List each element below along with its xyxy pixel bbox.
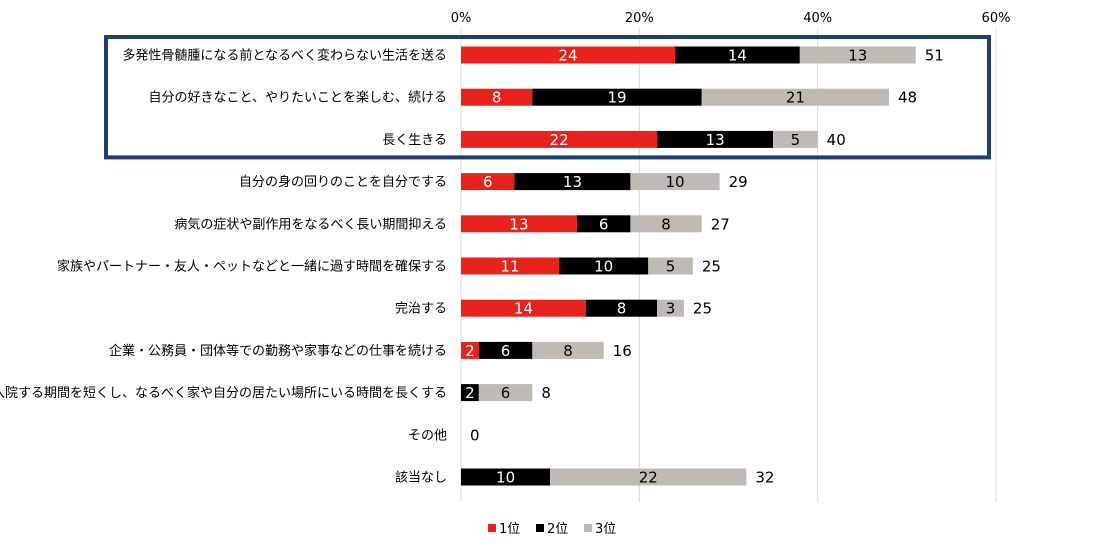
bar-segment bbox=[657, 299, 684, 317]
bar-segment bbox=[461, 88, 533, 106]
legend-label: 3位 bbox=[595, 522, 616, 537]
total-label: 32 bbox=[755, 469, 774, 487]
x-tick-label: 0% bbox=[451, 11, 472, 26]
data-label: 8 bbox=[617, 300, 627, 318]
total-label: 51 bbox=[925, 47, 944, 65]
data-label: 8 bbox=[563, 342, 573, 360]
data-label: 19 bbox=[607, 89, 626, 107]
bar-segment bbox=[478, 384, 533, 402]
data-label: 6 bbox=[599, 215, 609, 233]
category-label: 入院する期間を短くし、なるべく家や自分の居たい場所にいる時間を長くする bbox=[0, 385, 447, 401]
bar-segment bbox=[461, 257, 560, 275]
bar-segment bbox=[461, 384, 479, 402]
total-label: 16 bbox=[613, 342, 632, 360]
category-label: 長く生きる bbox=[382, 133, 447, 148]
legend-label: 1位 bbox=[499, 522, 520, 537]
total-label: 29 bbox=[729, 173, 748, 191]
data-label: 5 bbox=[791, 131, 801, 149]
category-label: 自分の身の回りのことを自分でする bbox=[239, 174, 447, 190]
data-label: 13 bbox=[848, 47, 867, 65]
data-label: 24 bbox=[558, 47, 577, 65]
bar-segment bbox=[576, 215, 631, 233]
total-label: 40 bbox=[827, 131, 846, 149]
bar-segment bbox=[461, 173, 515, 191]
data-label: 8 bbox=[661, 215, 671, 233]
data-label: 2 bbox=[465, 384, 475, 402]
data-label: 6 bbox=[501, 342, 511, 360]
bar-segment bbox=[514, 173, 631, 191]
category-label: 多発性骨髄腫になる前となるべく変わらない生活を送る bbox=[122, 48, 447, 64]
category-label: その他 bbox=[408, 428, 447, 443]
data-label: 6 bbox=[483, 173, 493, 191]
data-label: 8 bbox=[492, 89, 502, 107]
data-label: 13 bbox=[706, 131, 725, 149]
legend-swatch bbox=[584, 524, 592, 532]
bar-segment bbox=[532, 341, 604, 359]
data-label: 11 bbox=[500, 258, 519, 276]
highlight-box-frame bbox=[104, 35, 991, 160]
bar-segment bbox=[648, 257, 693, 275]
data-label: 10 bbox=[594, 258, 613, 276]
bar-segment bbox=[461, 341, 479, 359]
category-label: 病気の症状や副作用をなるべく長い期間抑える bbox=[174, 216, 447, 232]
total-label: 0 bbox=[470, 426, 480, 444]
category-label: 完治する bbox=[395, 302, 447, 317]
highlight-box bbox=[104, 35, 991, 160]
bar-segment bbox=[461, 299, 586, 317]
category-label: 該当なし bbox=[395, 470, 447, 486]
x-tick-label: 60% bbox=[982, 11, 1011, 26]
x-tick-label: 40% bbox=[803, 11, 832, 26]
data-label: 3 bbox=[666, 300, 676, 318]
bar-segment bbox=[630, 173, 720, 191]
total-label: 27 bbox=[711, 215, 730, 233]
data-label: 22 bbox=[639, 469, 658, 487]
bar-segment bbox=[799, 46, 916, 64]
data-label: 13 bbox=[563, 173, 582, 191]
x-tick-label: 20% bbox=[625, 11, 654, 26]
data-label: 22 bbox=[550, 131, 569, 149]
category-label: 自分の好きなこと、やりたいことを楽しむ、続ける bbox=[149, 90, 447, 106]
bar-segment bbox=[461, 130, 658, 148]
total-label: 48 bbox=[898, 89, 917, 107]
bar-segment bbox=[773, 130, 818, 148]
x-axis-ticks: 0% 20% 40% 60% bbox=[451, 11, 1011, 26]
data-label: 10 bbox=[496, 469, 515, 487]
total-label: 8 bbox=[541, 384, 551, 402]
total-label: 25 bbox=[702, 258, 721, 276]
data-label: 6 bbox=[501, 384, 511, 402]
data-label: 2 bbox=[465, 342, 475, 360]
bar-segment bbox=[675, 46, 800, 64]
data-label: 13 bbox=[509, 215, 528, 233]
total-label: 25 bbox=[693, 300, 712, 318]
data-label: 14 bbox=[514, 300, 533, 318]
data-label: 10 bbox=[665, 173, 684, 191]
bar-segment bbox=[532, 88, 702, 106]
bar-segment bbox=[630, 215, 702, 233]
bar-segment bbox=[478, 341, 533, 359]
bar-segment bbox=[461, 215, 577, 233]
bar-segment bbox=[585, 299, 658, 317]
bar-segment bbox=[559, 257, 649, 275]
bar-segment bbox=[461, 46, 675, 64]
legend-swatch bbox=[536, 524, 544, 532]
category-label: 企業・公務員・団体等での勤務や家事などの仕事を続ける bbox=[109, 343, 447, 359]
bar-segment bbox=[550, 468, 747, 486]
bar-segment bbox=[461, 468, 551, 486]
bar-segment bbox=[701, 88, 889, 106]
bar-segment bbox=[657, 130, 774, 148]
legend-label: 2位 bbox=[547, 522, 568, 537]
category-label: 家族やパートナー・友人・ペットなどと一緒に過す時間を確保する bbox=[57, 259, 447, 275]
data-label: 21 bbox=[786, 89, 805, 107]
legend: 1位 2位 3位 bbox=[488, 522, 616, 537]
category-labels: 多発性骨髄腫になる前となるべく変わらない生活を送る自分の好きなこと、やりたいこと… bbox=[0, 48, 447, 486]
data-label: 14 bbox=[728, 47, 747, 65]
data-label: 5 bbox=[666, 258, 676, 276]
legend-swatch bbox=[488, 524, 496, 532]
